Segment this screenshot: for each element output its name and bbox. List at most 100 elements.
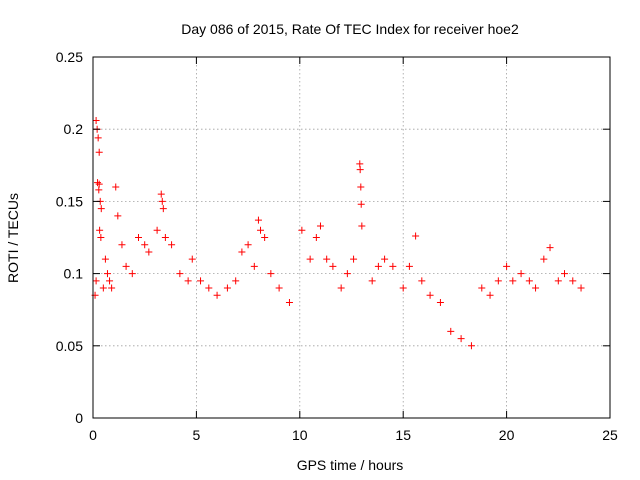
data-point bbox=[540, 255, 548, 263]
data-point bbox=[329, 262, 337, 270]
x-tick-label: 5 bbox=[193, 427, 201, 443]
data-point bbox=[569, 277, 577, 285]
plot-frame bbox=[92, 56, 611, 419]
data-point bbox=[145, 248, 153, 256]
data-point bbox=[168, 241, 176, 249]
data-point bbox=[368, 277, 376, 285]
data-point bbox=[94, 134, 102, 142]
data-point bbox=[254, 216, 262, 224]
data-point bbox=[250, 262, 258, 270]
data-point bbox=[418, 277, 426, 285]
data-point bbox=[106, 277, 114, 285]
data-point bbox=[153, 226, 161, 234]
data-point bbox=[494, 277, 502, 285]
y-tick-label: 0.25 bbox=[56, 49, 83, 65]
data-point bbox=[503, 262, 511, 270]
x-axis-label: GPS time / hours bbox=[297, 457, 404, 473]
data-point bbox=[141, 241, 149, 249]
data-point bbox=[238, 248, 246, 256]
data-point bbox=[457, 335, 465, 343]
data-point bbox=[176, 270, 184, 278]
data-point bbox=[96, 226, 104, 234]
data-point bbox=[357, 183, 365, 191]
x-tick-label: 0 bbox=[89, 427, 97, 443]
data-point bbox=[316, 222, 324, 230]
data-point bbox=[95, 148, 103, 156]
data-point bbox=[232, 277, 240, 285]
data-point bbox=[399, 284, 407, 292]
y-tick-label: 0.05 bbox=[56, 338, 83, 354]
grid-lines bbox=[93, 57, 610, 418]
data-point bbox=[478, 284, 486, 292]
data-point bbox=[161, 234, 169, 241]
data-point bbox=[298, 226, 306, 234]
data-point bbox=[467, 342, 475, 350]
data-point bbox=[134, 234, 142, 241]
data-point bbox=[257, 226, 265, 234]
data-point bbox=[546, 244, 554, 252]
y-tick-label: 0 bbox=[75, 410, 83, 426]
data-point bbox=[358, 222, 366, 230]
data-point bbox=[114, 212, 122, 220]
data-points bbox=[91, 117, 585, 350]
data-point bbox=[118, 241, 126, 249]
data-point bbox=[122, 262, 130, 270]
data-point bbox=[577, 284, 585, 292]
data-point bbox=[436, 298, 444, 306]
x-tick-label: 20 bbox=[499, 427, 515, 443]
data-point bbox=[103, 270, 111, 278]
data-point bbox=[244, 241, 252, 249]
data-point bbox=[517, 270, 525, 278]
data-point bbox=[525, 277, 533, 285]
x-tick-label: 25 bbox=[602, 427, 618, 443]
data-point bbox=[108, 284, 116, 292]
data-point bbox=[447, 327, 455, 335]
data-point bbox=[92, 117, 100, 125]
data-point bbox=[509, 277, 517, 285]
data-point bbox=[213, 291, 221, 299]
data-point bbox=[306, 255, 314, 263]
data-point bbox=[112, 183, 120, 191]
data-point bbox=[337, 284, 345, 292]
data-point bbox=[381, 255, 389, 263]
data-point bbox=[343, 270, 351, 278]
data-point bbox=[99, 284, 107, 292]
data-point bbox=[157, 190, 165, 198]
data-point bbox=[267, 270, 275, 278]
data-point bbox=[159, 205, 167, 213]
data-point bbox=[532, 284, 540, 292]
data-point bbox=[92, 277, 100, 285]
axis-ticks: 0 5 10 15 20 25 0 0.05 0.1 0.15 0.2 0.25 bbox=[56, 49, 618, 443]
data-point bbox=[312, 234, 320, 241]
data-point bbox=[188, 255, 196, 263]
data-point bbox=[285, 298, 293, 306]
data-point bbox=[554, 277, 562, 285]
data-point bbox=[97, 205, 105, 213]
data-point bbox=[205, 284, 213, 292]
data-point bbox=[261, 234, 269, 241]
data-point bbox=[94, 179, 102, 187]
x-tick-label: 10 bbox=[292, 427, 308, 443]
data-point bbox=[356, 166, 364, 174]
y-tick-label: 0.2 bbox=[64, 121, 84, 137]
data-point bbox=[357, 200, 365, 208]
data-point bbox=[128, 270, 136, 278]
data-point bbox=[374, 262, 382, 270]
data-point bbox=[389, 262, 397, 270]
x-tick-label: 15 bbox=[395, 427, 411, 443]
data-point bbox=[426, 291, 434, 299]
y-tick-label: 0.1 bbox=[64, 266, 84, 282]
data-point bbox=[97, 234, 105, 241]
data-point bbox=[561, 270, 569, 278]
data-point bbox=[350, 255, 358, 263]
chart-title: Day 086 of 2015, Rate Of TEC Index for r… bbox=[181, 21, 519, 37]
data-point bbox=[95, 186, 103, 194]
data-point bbox=[101, 255, 109, 263]
data-point bbox=[275, 284, 283, 292]
y-axis-label: ROTI / TECUs bbox=[5, 193, 21, 283]
data-point bbox=[223, 284, 231, 292]
y-tick-label: 0.15 bbox=[56, 193, 83, 209]
data-point bbox=[197, 277, 205, 285]
data-point bbox=[412, 232, 420, 240]
